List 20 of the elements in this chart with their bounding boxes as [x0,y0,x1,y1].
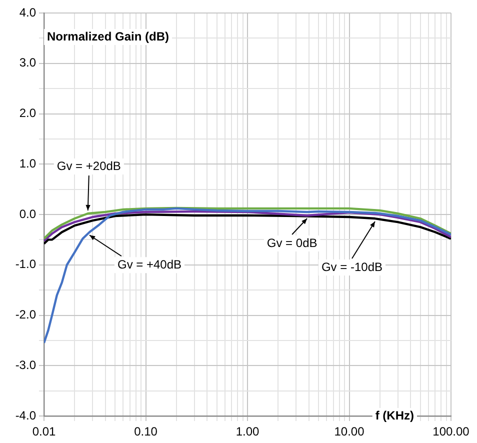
y-tick-label: -4.0 [15,408,36,422]
annotation: Gv = +20dB [56,158,121,173]
x-tick-label: 100.00 [432,424,470,439]
x-tick-label: 0.01 [32,424,56,439]
y-tick-label: -2.0 [15,308,36,322]
y-tick-label: 2.0 [19,106,36,120]
y-tick-label: 3.0 [19,56,36,70]
x-axis-title: f (KHz) [375,408,414,422]
x-tick-label: 0.10 [134,424,158,439]
annotation: Gv = +40dB [117,257,182,272]
y-tick-label: 4.0 [19,5,36,20]
y-tick-label: -3.0 [15,358,36,372]
y-tick-label: -1.0 [15,257,36,272]
x-tick-label: 1.00 [236,424,260,439]
annotation: Gv = -10dB [321,260,382,274]
y-tick-label: 1.0 [19,156,36,170]
annotation: Gv = 0dB [266,236,318,250]
y-axis-title: Normalized Gain (dB) [47,29,170,44]
x-tick-label: 10.00 [334,424,365,439]
y-tick-label: 0.0 [19,206,36,221]
